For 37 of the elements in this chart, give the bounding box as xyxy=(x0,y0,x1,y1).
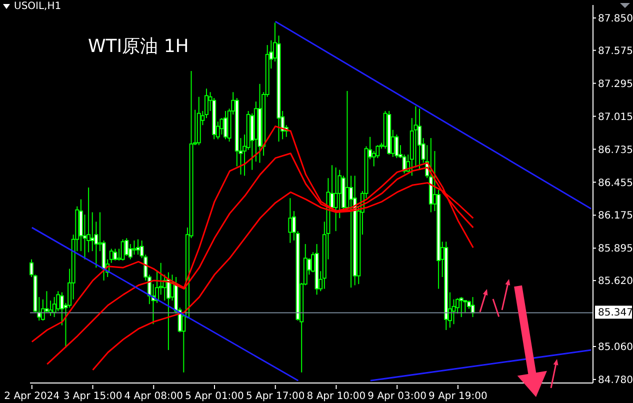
candlestick xyxy=(463,300,468,313)
candlestick xyxy=(459,296,464,318)
y-tick-label: 87.850 xyxy=(598,14,633,25)
candlestick xyxy=(132,240,136,256)
candlestick xyxy=(90,212,94,252)
x-tick-label: 4 Apr 08:00 xyxy=(124,391,184,402)
candlestick xyxy=(136,238,140,256)
ref-line-label: 85.347 xyxy=(598,308,633,319)
y-tick-label: 84.780 xyxy=(598,375,633,386)
x-tick-label: 5 Apr 01:00 xyxy=(185,391,244,402)
y-tick-label: 85.060 xyxy=(598,342,633,354)
candlestick xyxy=(220,118,224,136)
candlestick xyxy=(418,108,422,170)
candlestick xyxy=(113,248,118,262)
y-tick-label: 86.735 xyxy=(598,144,633,156)
y-tick-label: 85.895 xyxy=(598,244,633,255)
y-tick-label: 87.575 xyxy=(598,46,633,57)
x-tick-label: 2 Apr 2024 xyxy=(4,391,60,402)
y-tick-label: 86.175 xyxy=(598,210,633,222)
candlestick xyxy=(224,110,228,140)
candlestick xyxy=(334,167,338,232)
candlestick xyxy=(394,134,399,159)
text: WTI原油 1H xyxy=(88,35,189,58)
x-tick-label: 9 Apr 03:00 xyxy=(368,391,427,402)
candlestick xyxy=(288,198,292,244)
y-tick-label: 86.455 xyxy=(598,178,633,189)
x-tick-label: 3 Apr 15:00 xyxy=(63,391,122,402)
x-tick-label: 8 Apr 10:00 xyxy=(306,391,366,402)
candlestick xyxy=(120,238,125,262)
candlestick xyxy=(349,175,354,288)
x-tick-label: 5 Apr 17:00 xyxy=(246,391,305,402)
x-tick-label: 9 Apr 19:00 xyxy=(428,391,488,402)
candlestick xyxy=(124,238,129,256)
y-tick-label: 87.295 xyxy=(598,78,633,90)
y-tick-label: 85.620 xyxy=(598,276,633,288)
y-tick-label: 87.015 xyxy=(598,112,633,123)
chart-subtitle: USOIL,H1 xyxy=(14,1,62,12)
